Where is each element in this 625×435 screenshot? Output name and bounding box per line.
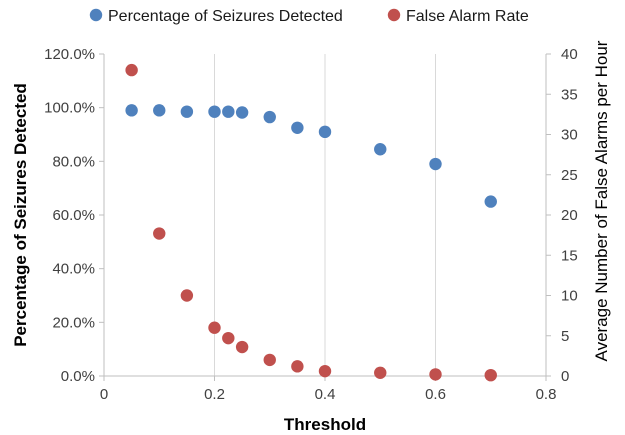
false-alarm-point	[484, 368, 497, 382]
y2-tick-label: 40	[561, 46, 578, 63]
y2-tick-label: 10	[561, 288, 578, 305]
y2-tick-label: 5	[561, 328, 569, 345]
legend-label: Percentage of Seizures Detected	[108, 8, 343, 25]
false-alarm-point	[318, 364, 332, 378]
data-points	[125, 63, 497, 382]
detection-point	[208, 105, 221, 118]
detection-point	[235, 106, 249, 119]
y2-axis-title: Average Number of False Alarms per Hour	[592, 40, 611, 361]
legend-label: False Alarm Rate	[406, 8, 529, 25]
y-tick-label: 80.0%	[52, 153, 95, 170]
y2-tick-label: 15	[561, 247, 578, 264]
x-tick-label: 0.8	[536, 386, 557, 403]
detection-point	[291, 121, 304, 134]
false-alarm-point	[180, 289, 194, 302]
grid	[214, 54, 547, 376]
legend-marker	[387, 8, 401, 22]
detection-point	[125, 104, 138, 117]
false-alarm-point	[153, 227, 166, 240]
false-alarm-point	[374, 366, 387, 379]
false-alarm-point	[208, 321, 221, 334]
y2-tick-label: 0	[561, 368, 569, 385]
y-tick-label: 0.0%	[61, 368, 95, 385]
x-axis-title: Threshold	[284, 415, 366, 434]
detection-point	[374, 143, 387, 156]
false-alarm-point	[125, 63, 138, 77]
y2-tick-label: 25	[561, 167, 578, 184]
x-tick-label: 0.6	[425, 386, 446, 403]
false-alarm-point	[235, 340, 249, 354]
y-tick-label: 60.0%	[52, 207, 95, 224]
detection-point	[484, 195, 497, 208]
legend-marker	[89, 8, 103, 22]
false-alarm-point	[429, 368, 442, 381]
y-tick-label: 120.0%	[44, 46, 95, 63]
legend: Percentage of Seizures Detected False Ala…	[89, 8, 529, 25]
y2-tick-label: 35	[561, 86, 578, 103]
y-tick-label: 40.0%	[52, 261, 95, 278]
false-alarm-point	[263, 353, 276, 367]
false-alarm-point	[291, 360, 304, 373]
y-axis-title: Percentage of Seizures Detected	[11, 83, 30, 347]
x-tick-label: 0.4	[315, 386, 336, 403]
y2-tick-label: 20	[561, 207, 578, 224]
detection-point	[318, 125, 332, 139]
detection-point	[263, 110, 276, 124]
x-tick-label: 0	[100, 386, 108, 403]
detection-point	[429, 157, 442, 171]
false-alarm-point	[222, 331, 235, 345]
detection-point	[222, 105, 235, 118]
tick-labels: 0 0.2 0.4 0.6 0.80.0%20.0%40.0%60.0%80.0%100…	[44, 46, 578, 403]
detection-point	[153, 104, 166, 117]
y-tick-label: 100.0%	[44, 100, 95, 117]
y-tick-label: 20.0%	[52, 314, 95, 331]
y2-tick-label: 30	[561, 127, 578, 144]
x-tick-label: 0.2	[204, 386, 225, 403]
detection-point	[180, 105, 194, 118]
